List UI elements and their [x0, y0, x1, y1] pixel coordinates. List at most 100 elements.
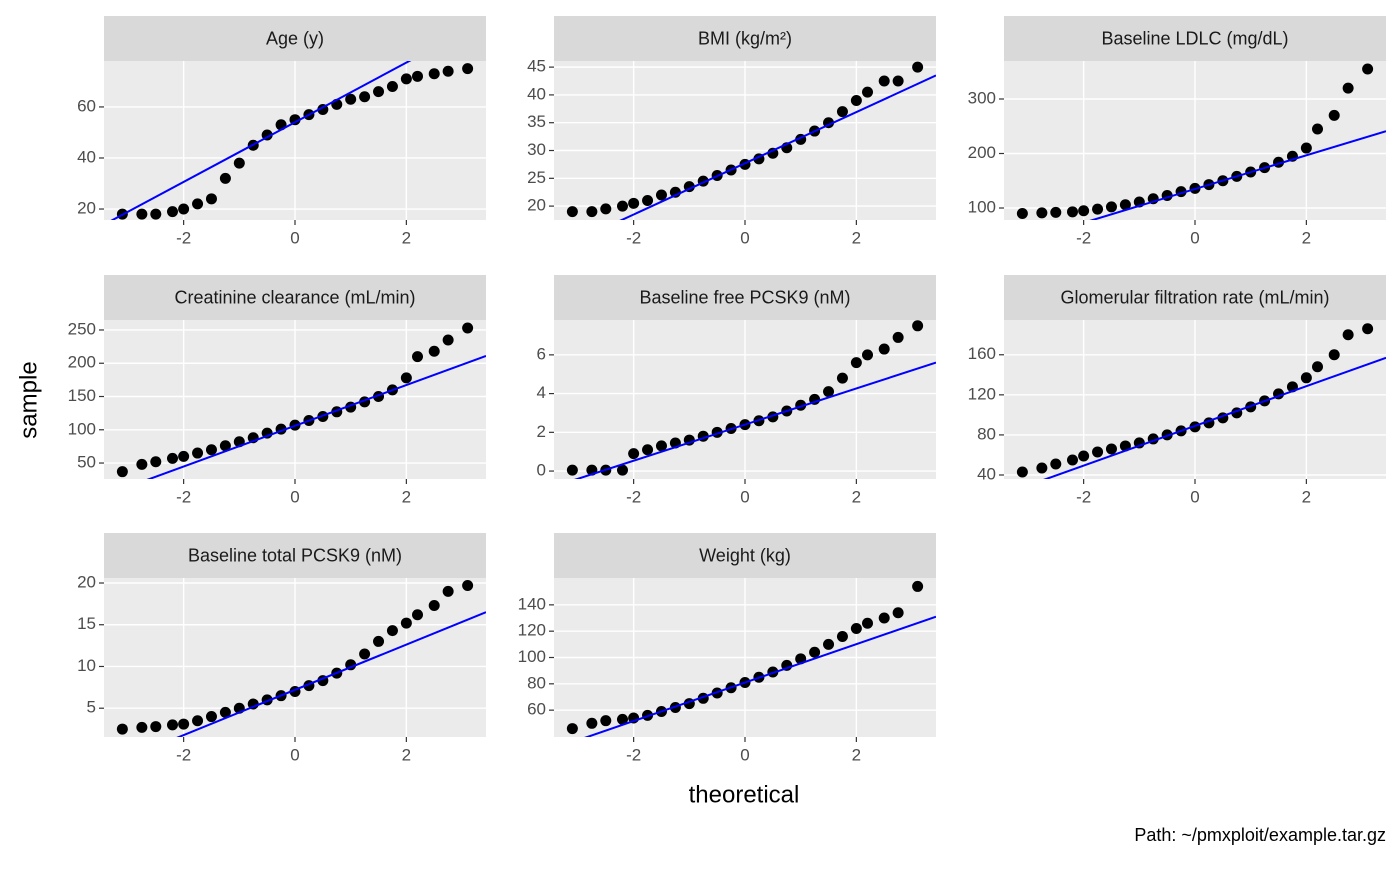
point — [412, 70, 424, 82]
panel-title: Glomerular filtration rate (mL/min) — [1060, 287, 1329, 307]
point — [862, 617, 874, 629]
y-tick-label: 80 — [527, 673, 546, 692]
y-tick-label: 25 — [527, 168, 546, 187]
y-tick-label: 10 — [77, 656, 96, 675]
x-tick-label: 0 — [740, 487, 749, 506]
point — [345, 93, 357, 105]
point — [878, 75, 890, 87]
point — [892, 331, 904, 343]
point — [642, 444, 654, 456]
caption: Path: ~/pmxploit/example.tar.gz — [1134, 825, 1386, 845]
panel-title: Creatinine clearance (mL/min) — [174, 287, 415, 307]
point — [878, 612, 890, 624]
x-tick-label: 0 — [740, 228, 749, 247]
point — [862, 349, 874, 361]
x-tick-label: -2 — [626, 228, 641, 247]
strip — [1004, 275, 1386, 320]
point — [642, 195, 654, 207]
point — [462, 63, 474, 75]
point — [892, 607, 904, 619]
y-tick-label: 120 — [968, 384, 996, 403]
strip — [1004, 16, 1386, 61]
x-tick-label: 0 — [1190, 487, 1199, 506]
point — [400, 372, 412, 384]
x-tick-label: 0 — [290, 228, 299, 247]
point — [178, 203, 190, 215]
point — [566, 723, 578, 735]
plot-area — [566, 580, 936, 737]
point — [373, 635, 385, 647]
point — [442, 334, 454, 346]
point — [655, 440, 667, 452]
point — [1119, 199, 1131, 211]
reference-line — [574, 361, 936, 479]
point — [836, 630, 848, 642]
point — [400, 617, 412, 629]
plot-area — [110, 61, 474, 220]
point — [219, 172, 231, 184]
y-tick-label: 200 — [968, 143, 996, 162]
point — [1066, 206, 1078, 218]
y-tick-label: 100 — [968, 197, 996, 216]
y-tick-label: 160 — [968, 344, 996, 363]
point — [836, 372, 848, 384]
point — [116, 466, 128, 478]
point — [462, 580, 474, 592]
y-tick-label: 15 — [77, 614, 96, 633]
plot-area — [566, 320, 936, 479]
point — [586, 206, 598, 218]
point — [1328, 109, 1340, 121]
point — [166, 719, 178, 731]
point — [586, 717, 598, 729]
y-tick-label: 45 — [527, 57, 546, 76]
y-tick-label: 140 — [518, 594, 546, 613]
point — [1050, 458, 1062, 470]
point — [1036, 207, 1048, 219]
point — [1066, 454, 1078, 466]
point — [1328, 349, 1340, 361]
point — [428, 68, 440, 80]
x-axis-label: theoretical — [689, 781, 800, 808]
point — [655, 189, 667, 201]
point — [205, 444, 217, 456]
point — [628, 448, 640, 460]
y-tick-label: 300 — [968, 88, 996, 107]
point — [836, 106, 848, 118]
point — [166, 206, 178, 218]
x-tick-label: 2 — [402, 745, 411, 764]
point — [616, 464, 628, 476]
y-tick-label: 20 — [77, 572, 96, 591]
point — [247, 698, 259, 710]
point — [166, 452, 178, 464]
point — [373, 86, 385, 98]
x-tick-label: -2 — [176, 745, 191, 764]
point — [150, 721, 162, 733]
point — [150, 456, 162, 468]
x-tick-label: -2 — [176, 487, 191, 506]
point — [878, 343, 890, 355]
point — [178, 450, 190, 462]
plot-area — [1016, 323, 1386, 479]
x-tick-label: -2 — [176, 228, 191, 247]
point — [428, 345, 440, 357]
reference-line — [176, 611, 486, 737]
point — [1362, 323, 1374, 335]
x-tick-label: 2 — [852, 228, 861, 247]
point — [912, 61, 924, 73]
point — [462, 322, 474, 334]
point — [1105, 443, 1117, 455]
point — [219, 440, 231, 452]
x-tick-label: 2 — [1302, 228, 1311, 247]
plot-area — [116, 580, 486, 737]
x-tick-label: 2 — [852, 487, 861, 506]
point — [823, 386, 835, 398]
plot-area — [566, 61, 936, 220]
y-tick-label: 150 — [68, 386, 96, 405]
y-tick-label: 50 — [77, 453, 96, 472]
point — [359, 648, 371, 660]
point — [1092, 203, 1104, 215]
y-tick-label: 100 — [518, 647, 546, 666]
strip — [554, 16, 936, 61]
point — [1050, 206, 1062, 218]
